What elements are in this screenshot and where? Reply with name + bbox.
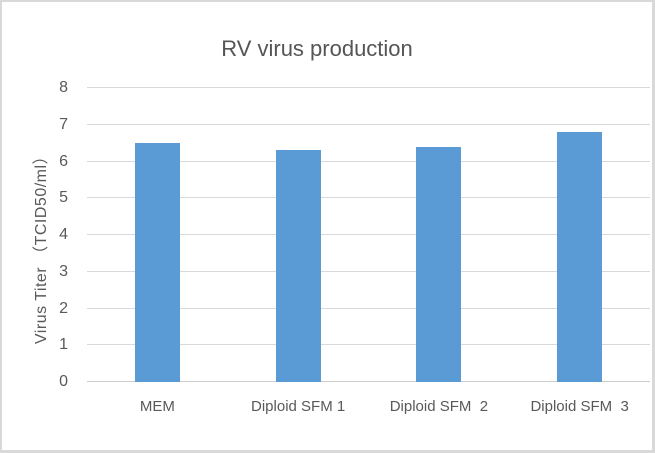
plot-area [87, 87, 650, 382]
x-axis-baseline [87, 381, 650, 382]
bar-slot [228, 88, 369, 382]
bar [557, 132, 603, 382]
bar-slot [87, 88, 228, 382]
y-tick-label: 0 [59, 373, 68, 390]
x-category-label: Diploid SFM 2 [389, 398, 489, 415]
y-tick-label: 3 [59, 262, 68, 280]
x-category-label: MEM [139, 398, 175, 415]
bar [134, 143, 180, 382]
y-tick-label: 8 [59, 79, 68, 96]
bar-slot [509, 88, 650, 382]
y-tick-label: 4 [59, 226, 68, 243]
gridline [87, 87, 650, 88]
gridline [87, 160, 650, 162]
y-tick-label: 5 [59, 189, 68, 207]
bar-slot [369, 88, 510, 382]
y-tick-label: 6 [59, 152, 68, 170]
bars-layer [87, 88, 650, 382]
y-tick-label: 2 [59, 299, 68, 317]
chart-title: RV virus production [221, 36, 413, 61]
gridline [87, 197, 650, 199]
y-tick-label: 7 [59, 115, 68, 133]
x-axis-category-labels: MEM Diploid SFM 1 Diploid SFM 2 Diploid SFM… [87, 398, 650, 415]
gridline [87, 307, 650, 309]
gridline [87, 234, 650, 235]
y-tick-label: 1 [59, 336, 68, 354]
bar [416, 146, 462, 382]
gridline [87, 123, 650, 125]
x-category-label: Diploid SFM 1 [251, 398, 346, 415]
bar [275, 150, 321, 382]
gridline [87, 344, 650, 346]
gridline [87, 270, 650, 272]
x-category-label: Diploid SFM 3 [530, 398, 629, 415]
